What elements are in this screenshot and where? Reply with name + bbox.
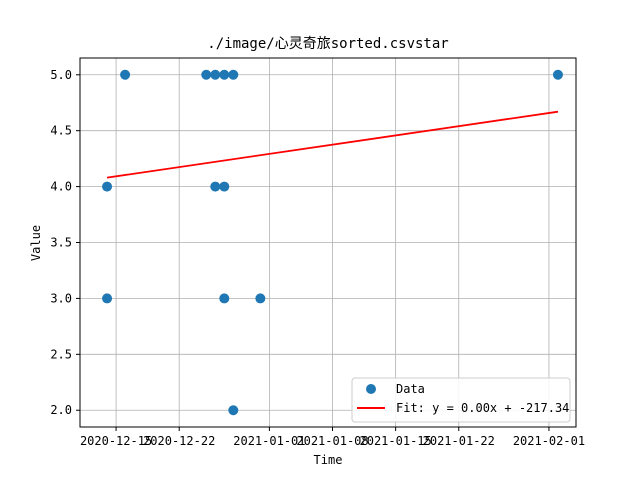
y-axis-label: Value (29, 225, 43, 261)
legend-label-fit: Fit: y = 0.00x + -217.34 (396, 401, 569, 415)
y-axis: 2.0 2.5 3.0 3.5 4.0 4.5 5.0 (50, 68, 80, 417)
x-tick-label: 2020-12-22 (143, 434, 215, 448)
x-tick-label: 2021-02-01 (513, 434, 585, 448)
fit-line-layer (106, 110, 559, 179)
legend: Data Fit: y = 0.00x + -217.34 (351, 377, 571, 423)
x-tick-label: 2021-01-01 (233, 434, 305, 448)
data-point (255, 293, 266, 304)
data-point (552, 69, 563, 80)
y-tick-label: 3.0 (50, 291, 72, 305)
legend-box (351, 377, 571, 423)
y-tick-label: 2.5 (50, 347, 72, 361)
fit-line (106, 110, 559, 179)
x-tick-label: 2021-01-15 (360, 434, 432, 448)
data-point (201, 69, 212, 80)
grid (80, 58, 576, 427)
x-tick-label: 2021-01-22 (423, 434, 495, 448)
data-point (120, 69, 131, 80)
data-point (219, 181, 230, 192)
x-axis-label: Time (314, 453, 343, 467)
data-point (228, 405, 239, 416)
legend-marker-data (366, 384, 376, 394)
y-tick-label: 3.5 (50, 236, 72, 250)
data-point (102, 181, 113, 192)
data-point (219, 293, 230, 304)
data-point (102, 293, 113, 304)
x-tick-label: 2021-01-08 (296, 434, 368, 448)
data-point (219, 69, 230, 80)
data-point (210, 69, 221, 80)
data-point (210, 181, 221, 192)
x-tick-label: 2020-12-15 (80, 434, 152, 448)
y-tick-label: 5.0 (50, 68, 72, 82)
data-point (228, 69, 239, 80)
scatter-points (102, 69, 563, 416)
y-tick-label: 2.0 (50, 403, 72, 417)
y-tick-label: 4.0 (50, 180, 72, 194)
y-tick-label: 4.5 (50, 124, 72, 138)
chart-title: ./image/心灵奇旅sorted.csvstar (207, 35, 448, 52)
legend-label-data: Data (396, 382, 425, 396)
